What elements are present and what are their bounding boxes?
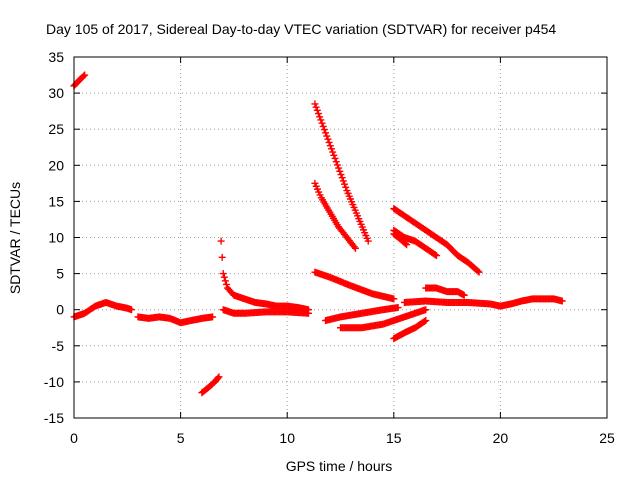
y-tick-label: 0 [56,302,64,318]
data-point [218,253,226,261]
x-tick-label: 20 [493,430,509,446]
data-point [330,151,338,159]
y-tick-label: 10 [48,230,64,246]
data-point [320,126,328,134]
data-point [319,122,327,130]
data-point [305,309,313,317]
plot-frame [73,56,608,419]
series-arc-baseline-1 [70,298,136,321]
series-arc-baseline-late [400,295,566,310]
x-tick-label: 5 [177,430,185,446]
series-arc-11h-decay [311,268,398,303]
series-arc-12h-flat [337,306,430,332]
data-point [333,161,341,169]
data-point [432,252,440,260]
data-point [222,280,230,288]
data-point [325,138,333,146]
data-point [394,304,402,312]
x-tick-label: 0 [70,430,78,446]
data-points [70,71,566,397]
data-point [558,297,566,305]
data-point [431,251,439,259]
axis-ticks: 0 5 10 15 20 25 -15 -10 -5 0 5 10 15 20 25 30 35 [44,49,615,446]
data-point [342,183,350,191]
data-point [312,103,320,111]
y-tick-label: 25 [48,121,64,137]
series-arc-15h-short [390,230,411,249]
data-point [331,154,339,162]
y-tick-label: 5 [56,266,64,282]
data-point [317,116,325,124]
y-axis-label: SDTVAR / TECUs [7,182,23,294]
data-point [220,273,228,281]
x-axis-label: GPS time / hours [286,458,393,474]
data-point [81,71,89,79]
y-tick-label: 35 [48,49,64,65]
data-point [80,72,88,80]
data-point [316,113,324,121]
data-point [339,177,347,185]
data-point [422,317,430,325]
data-point [338,174,346,182]
series-arc-16h-mid [422,284,468,299]
data-point [421,317,429,325]
data-point [475,268,483,276]
x-tick-label: 15 [386,430,402,446]
data-point [335,164,343,172]
data-point [341,180,349,188]
data-point [128,306,136,314]
chart-title: Day 105 of 2017, Sidereal Day-to-day VTE… [46,21,556,37]
data-point [215,373,223,381]
data-point [311,100,319,108]
series-arc-baseline-2 [134,313,217,327]
data-point [322,129,330,137]
data-point [314,110,322,118]
data-point [327,145,335,153]
data-point [390,295,398,303]
data-point [318,119,326,127]
data-point [324,135,332,143]
data-point [323,132,331,140]
data-point [474,267,482,275]
data-point [214,374,222,382]
data-point [351,244,359,252]
data-point [403,241,411,249]
data-point [329,148,337,156]
y-tick-label: -15 [44,410,64,426]
data-point [401,240,409,248]
data-point [326,142,334,150]
x-tick-label: 10 [279,430,295,446]
x-tick-label: 25 [599,430,615,446]
y-tick-label: 20 [48,157,64,173]
series-arc-7h-low [219,306,313,317]
y-tick-label: 15 [48,193,64,209]
grid [74,57,607,418]
data-point [217,237,225,245]
data-point [422,306,430,314]
data-point [221,277,229,285]
data-point [337,171,345,179]
data-point [350,243,358,251]
y-tick-label: 30 [48,85,64,101]
data-point [313,106,321,114]
data-point [364,237,372,245]
series-arc-16h-low [390,317,430,343]
series-arc-15h-mid [390,226,440,260]
data-point [336,167,344,175]
y-tick-label: -10 [44,374,64,390]
data-point [460,291,468,299]
series-arc-negative-6h [198,373,223,397]
y-tick-label: -5 [52,338,65,354]
series-arc-11h-steep-1 [311,100,372,245]
data-point [219,270,227,278]
data-point [209,313,217,321]
series-arc-15h-high [390,205,483,276]
series-arc-12h-rise [322,304,402,325]
series-arc-11h-steep-2 [311,179,359,252]
data-point [332,158,340,166]
